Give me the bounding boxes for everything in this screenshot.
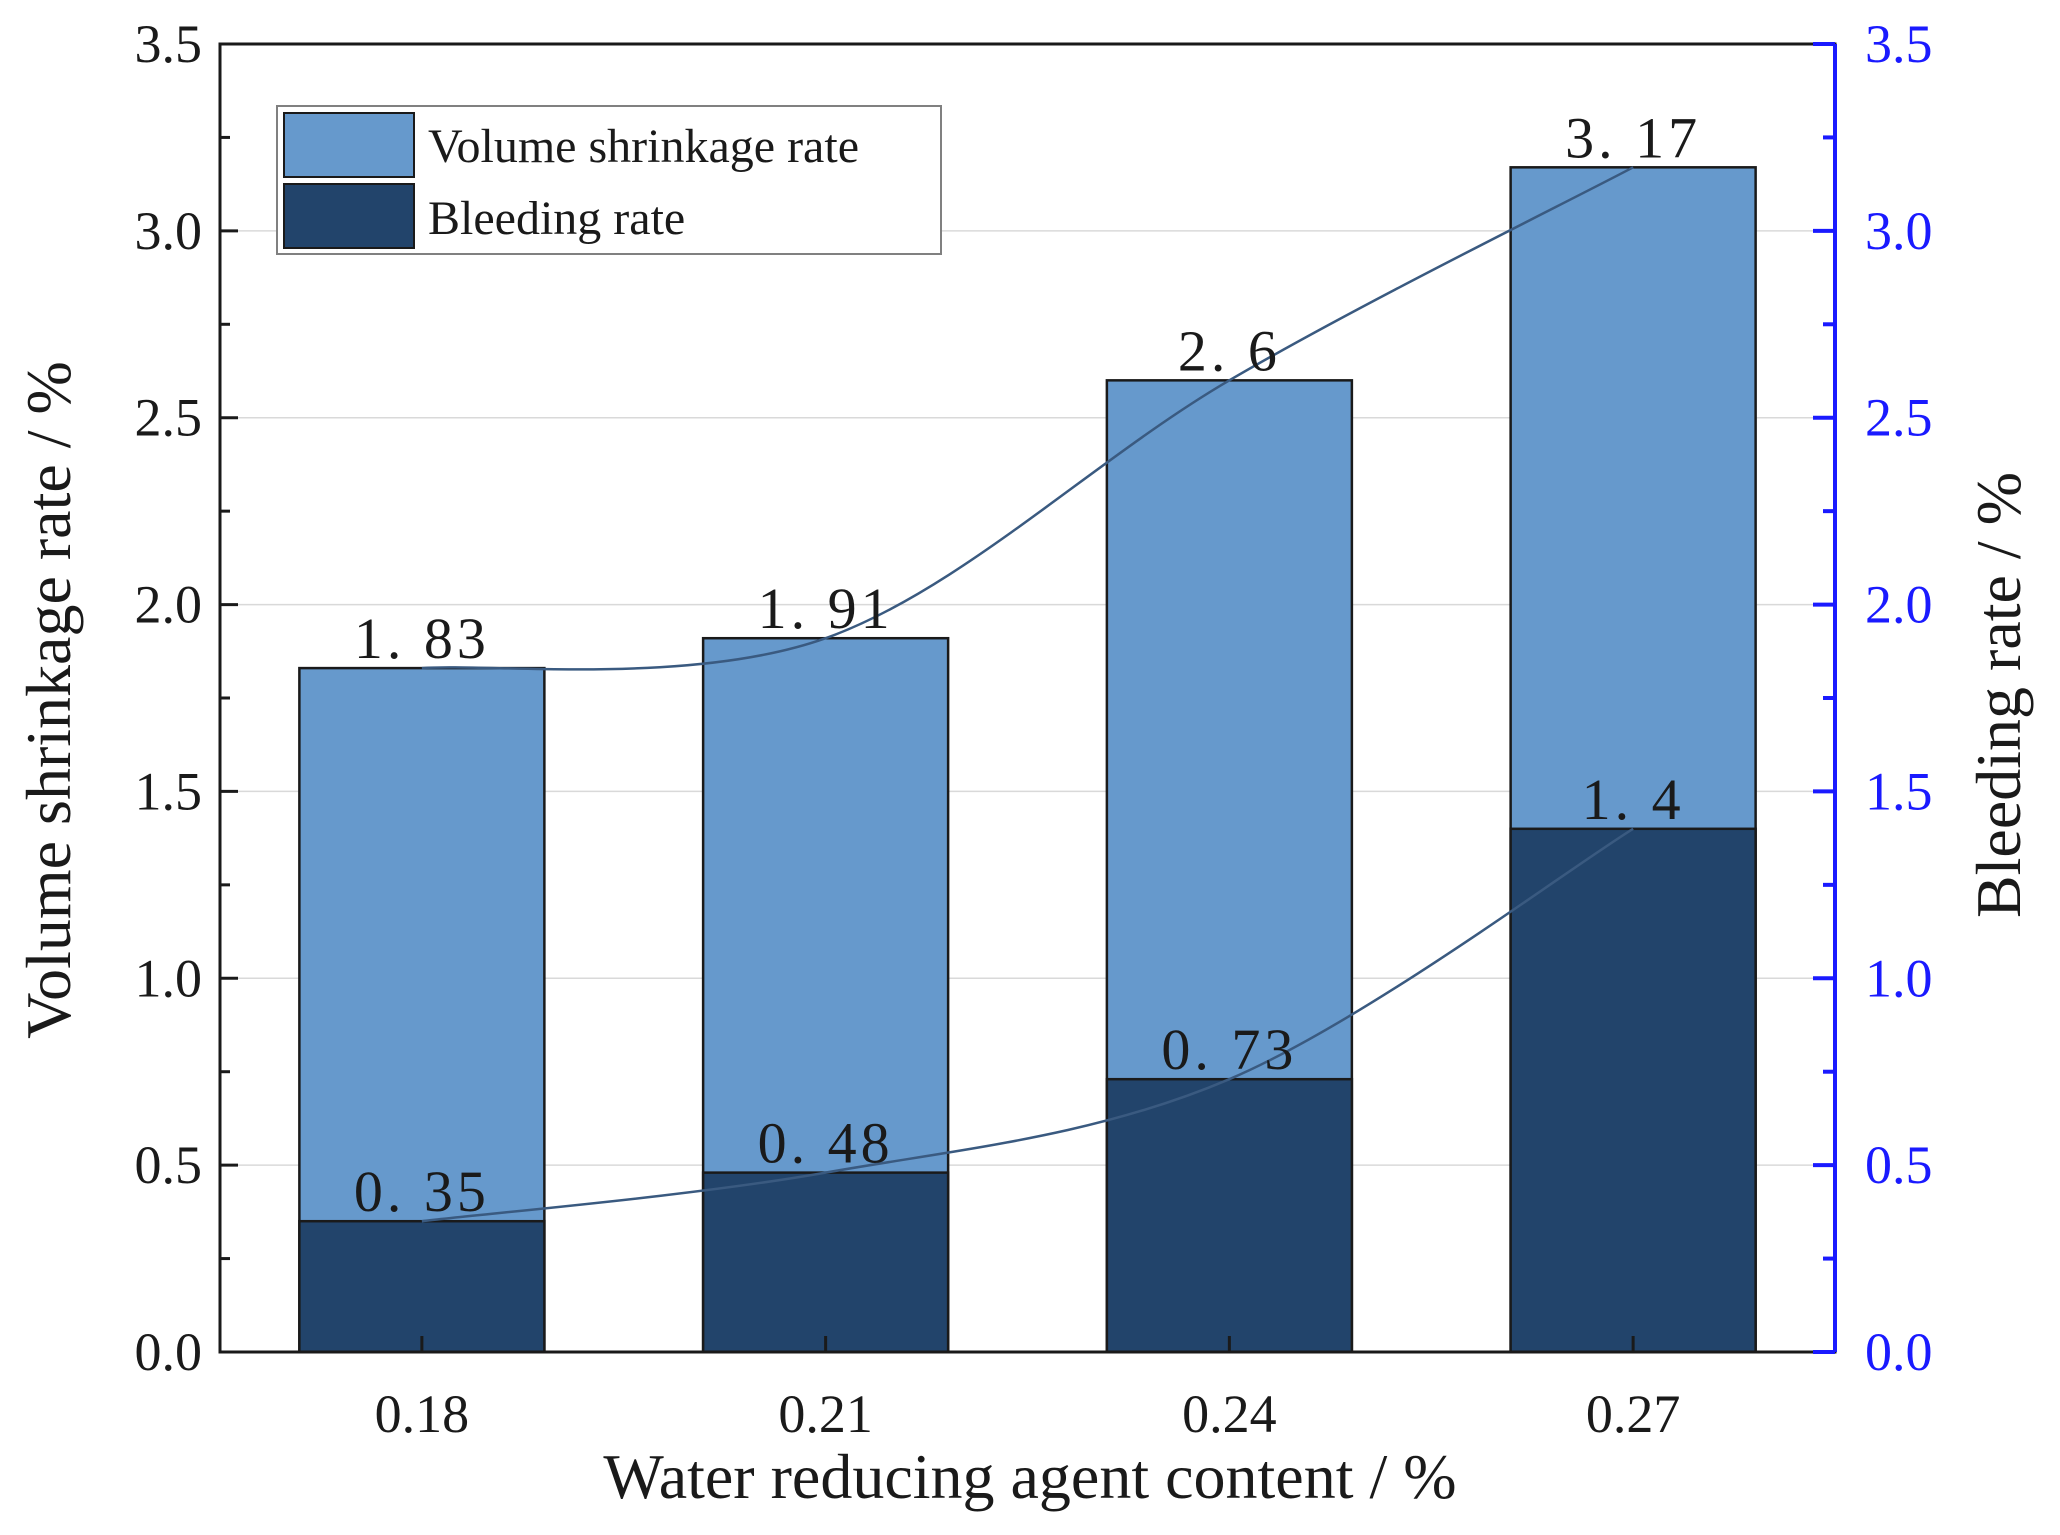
- legend-label-bleeding: Bleeding rate: [428, 192, 685, 245]
- legend: Volume shrinkage rate Bleeding rate: [276, 105, 942, 255]
- x-tick-label: 0.18: [375, 1384, 470, 1444]
- y2-tick-label: 2.0: [1865, 575, 1933, 635]
- trend-line-volume-shrinkage: [421, 166, 1634, 671]
- data-label-volume-shrinkage: 1. 83: [354, 606, 490, 671]
- y2-tick-label: 1.5: [1865, 761, 1933, 821]
- left-y-axis: 0.0 0.5 1.0 1.5 2.0 2.5 3.0 3.5: [135, 14, 238, 1382]
- x-tick-label: 0.24: [1182, 1384, 1277, 1444]
- y-axis-title: Volume shrinkage rate / %: [13, 361, 84, 1039]
- y-tick-label: 3.5: [135, 14, 203, 74]
- x-tick-label: 0.21: [778, 1384, 873, 1444]
- y2-tick-label: 3.5: [1865, 14, 1933, 74]
- legend-label-volume-shrinkage: Volume shrinkage rate: [428, 120, 859, 173]
- bar-bleeding: [1105, 1077, 1354, 1354]
- data-label-volume-shrinkage: 1. 91: [758, 576, 894, 641]
- y2-tick-label: 3.0: [1865, 201, 1933, 261]
- data-label-bleeding: 1. 4: [1582, 767, 1685, 832]
- data-label-volume-shrinkage: 3. 17: [1565, 105, 1701, 170]
- y2-tick-label: 0.5: [1865, 1135, 1933, 1195]
- legend-swatch-volume-shrinkage: [283, 112, 415, 178]
- y-tick-label: 2.0: [135, 575, 203, 635]
- x-axis-title: Water reducing agent content / %: [603, 1441, 1456, 1512]
- data-label-bleeding: 0. 35: [354, 1159, 490, 1224]
- bar-bleeding: [298, 1219, 546, 1354]
- y-tick-label: 2.5: [135, 388, 203, 448]
- x-axis: 0.18 0.21 0.24 0.27: [375, 1336, 1681, 1444]
- x-tick-label: 0.27: [1586, 1384, 1681, 1444]
- y2-axis-title: Bleeding rate / %: [1963, 472, 2034, 918]
- y-tick-label: 0.5: [135, 1135, 203, 1195]
- bar-bleeding: [1509, 827, 1757, 1354]
- y-tick-label: 0.0: [135, 1322, 203, 1382]
- bar-bleeding: [701, 1171, 950, 1354]
- data-label-bleeding: 0. 73: [1161, 1017, 1297, 1082]
- data-labels: 1. 83 1. 91 2. 6 3. 17 0. 35 0. 48 0. 73 1. 4: [354, 105, 1701, 1224]
- data-label-volume-shrinkage: 2. 6: [1178, 318, 1281, 383]
- right-y-axis: 0.0 0.5 1.0 1.5 2.0 2.5 3.0 3.5: [1813, 14, 1933, 1382]
- data-label-bleeding: 0. 48: [758, 1111, 894, 1176]
- y2-tick-label: 0.0: [1865, 1322, 1933, 1382]
- y-tick-label: 3.0: [135, 201, 203, 261]
- y-tick-label: 1.0: [135, 948, 203, 1008]
- legend-swatch-bleeding: [283, 183, 415, 249]
- y2-tick-label: 1.0: [1865, 948, 1933, 1008]
- bars: [298, 166, 1757, 1354]
- trend-lines: [421, 166, 1634, 1223]
- trend-line-bleeding: [421, 827, 1634, 1223]
- y-tick-label: 1.5: [135, 761, 203, 821]
- y2-tick-label: 2.5: [1865, 388, 1933, 448]
